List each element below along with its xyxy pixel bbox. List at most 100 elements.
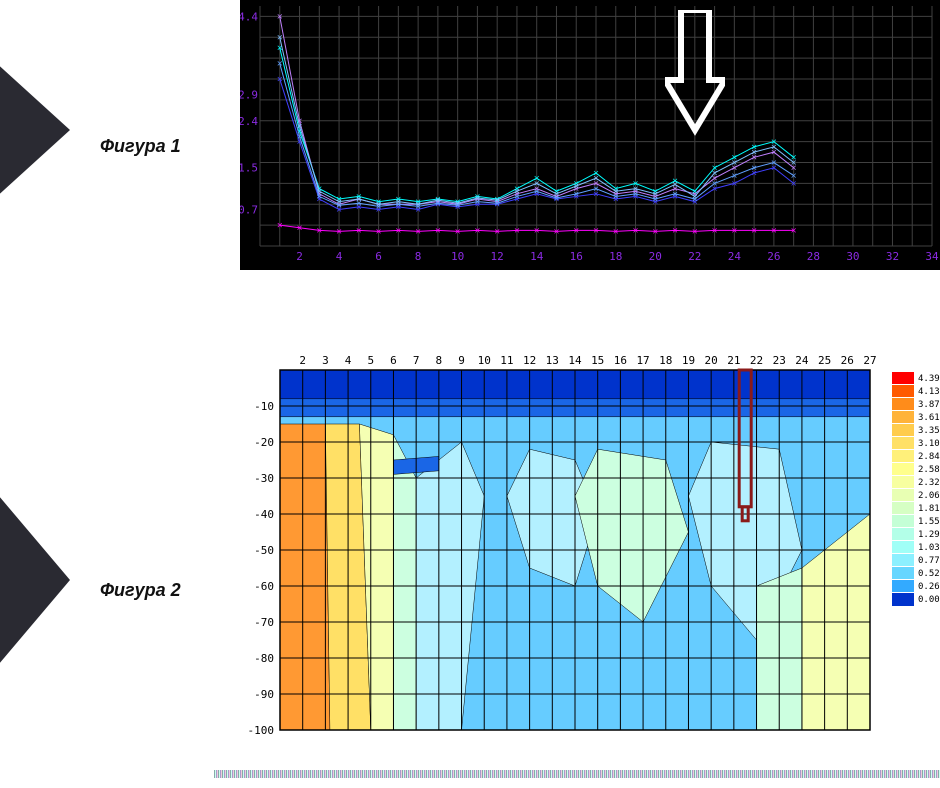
colorbar-value: 2.32 [918,478,940,488]
svg-text:2.9: 2.9 [240,89,258,102]
colorbar-value: 2.06 [918,491,940,501]
svg-text:28: 28 [807,250,820,263]
svg-text:8: 8 [415,250,422,263]
svg-text:2: 2 [299,354,306,367]
svg-text:26: 26 [767,250,780,263]
svg-text:19: 19 [682,354,695,367]
svg-text:20: 20 [705,354,718,367]
figure1-label: Фигура 1 [100,136,181,157]
svg-text:16: 16 [614,354,627,367]
svg-text:2.4: 2.4 [240,115,258,128]
figure1-linechart: 0.71.52.42.94.42468101214161820222426283… [240,0,940,270]
svg-text:-10: -10 [254,400,274,413]
colorbar-value: 4.13 [918,387,940,397]
colorbar-value: 1.03 [918,543,940,553]
svg-text:6: 6 [375,250,382,263]
svg-text:4.4: 4.4 [240,10,258,23]
colorbar-value: 3.87 [918,400,940,410]
svg-text:14: 14 [568,354,582,367]
svg-text:34: 34 [925,250,939,263]
svg-text:-30: -30 [254,472,274,485]
svg-text:11: 11 [500,354,513,367]
colorbar-value: 0.77 [918,556,940,566]
svg-text:17: 17 [636,354,649,367]
noise-strip [214,770,940,778]
colorbar-value: 2.84 [918,452,940,462]
colorbar-swatch: 2.84 [892,450,940,463]
svg-text:32: 32 [886,250,899,263]
svg-text:-50: -50 [254,544,274,557]
svg-text:20: 20 [649,250,662,263]
pennant-top [0,30,70,230]
svg-text:16: 16 [570,250,583,263]
colorbar-swatch: 1.03 [892,541,940,554]
svg-text:3: 3 [322,354,329,367]
svg-text:10: 10 [478,354,491,367]
colorbar-value: 0.00 [918,595,940,605]
colorbar-value: 3.61 [918,413,940,423]
svg-text:6: 6 [390,354,397,367]
svg-text:24: 24 [728,250,742,263]
colorbar-swatch: 1.81 [892,502,940,515]
colorbar-swatch: 4.13 [892,385,940,398]
svg-text:5: 5 [367,354,374,367]
svg-text:-100: -100 [248,724,275,737]
svg-text:-60: -60 [254,580,274,593]
svg-text:-90: -90 [254,688,274,701]
svg-text:24: 24 [795,354,809,367]
colorbar-swatch: 3.61 [892,411,940,424]
svg-text:27: 27 [863,354,876,367]
colorbar-swatch: 1.55 [892,515,940,528]
colorbar-swatch: 4.39 [892,372,940,385]
svg-text:25: 25 [818,354,831,367]
figure2-heatmap: 2345678910111213141516171819202122232425… [240,350,880,740]
colorbar-value: 0.52 [918,569,940,579]
svg-text:15: 15 [591,354,604,367]
svg-text:14: 14 [530,250,544,263]
svg-text:18: 18 [659,354,672,367]
page: Фигура 1 Фигура 2 0.71.52.42.94.42468101… [0,0,940,788]
svg-text:-70: -70 [254,616,274,629]
svg-text:18: 18 [609,250,622,263]
colorbar-swatch: 3.10 [892,437,940,450]
colorbar-swatch: 0.26 [892,580,940,593]
colorbar-swatch: 0.52 [892,567,940,580]
colorbar-swatch: 3.35 [892,424,940,437]
svg-text:1.5: 1.5 [240,162,258,175]
colorbar-swatch: 2.32 [892,476,940,489]
svg-text:23: 23 [773,354,786,367]
figure2-svg: 2345678910111213141516171819202122232425… [240,350,880,740]
svg-text:12: 12 [491,250,504,263]
colorbar-value: 3.35 [918,426,940,436]
colorbar-swatch: 3.87 [892,398,940,411]
svg-text:-20: -20 [254,436,274,449]
figure1-svg: 0.71.52.42.94.42468101214161820222426283… [240,0,940,270]
svg-text:4: 4 [345,354,352,367]
colorbar-swatch: 2.58 [892,463,940,476]
colorbar-value: 3.10 [918,439,940,449]
svg-text:-40: -40 [254,508,274,521]
colorbar-swatch: 1.29 [892,528,940,541]
down-arrow-icon [665,10,725,140]
colorbar-value: 2.58 [918,465,940,475]
pennant-bottom [0,450,70,710]
colorbar-swatch: 0.77 [892,554,940,567]
svg-text:21: 21 [727,354,740,367]
colorbar-value: 0.26 [918,582,940,592]
svg-text:7: 7 [413,354,420,367]
svg-text:22: 22 [750,354,763,367]
svg-text:13: 13 [546,354,559,367]
svg-text:0.7: 0.7 [240,203,258,216]
colorbar: 4.39 4.13 3.87 3.61 3.35 3.10 2.84 2.58 2.32 2.06… [892,372,940,606]
colorbar-value: 1.29 [918,530,940,540]
svg-text:9: 9 [458,354,465,367]
svg-text:8: 8 [436,354,443,367]
colorbar-swatch: 2.06 [892,489,940,502]
colorbar-swatch: 0.00 [892,593,940,606]
colorbar-value: 1.55 [918,517,940,527]
svg-text:-80: -80 [254,652,274,665]
svg-text:26: 26 [841,354,854,367]
colorbar-value: 4.39 [918,374,940,384]
colorbar-value: 1.81 [918,504,940,514]
svg-text:30: 30 [846,250,859,263]
